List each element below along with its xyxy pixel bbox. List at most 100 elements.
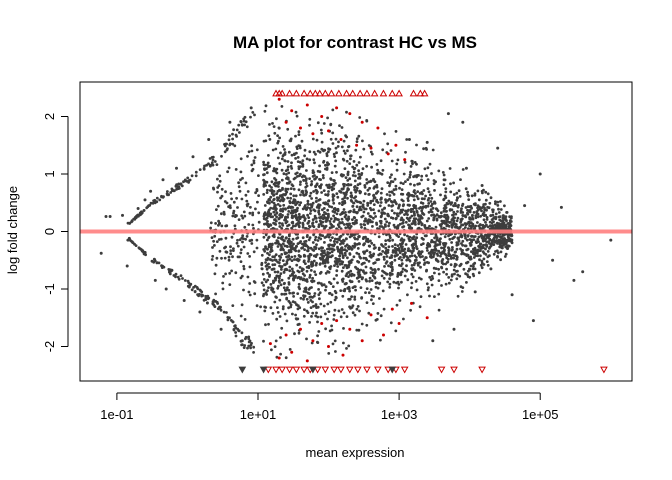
data-point — [447, 281, 451, 285]
data-point — [279, 194, 282, 198]
data-point — [296, 276, 299, 280]
data-point — [215, 240, 219, 244]
data-point — [168, 272, 172, 276]
data-point — [292, 209, 296, 212]
data-point — [407, 237, 411, 240]
data-point — [153, 278, 157, 282]
data-point — [181, 277, 184, 280]
data-point — [397, 322, 401, 325]
data-point — [315, 253, 319, 256]
data-point — [246, 190, 250, 193]
data-point — [264, 291, 268, 295]
data-point — [485, 260, 489, 263]
data-point — [335, 89, 343, 97]
data-point — [446, 217, 450, 221]
data-point — [357, 161, 361, 164]
data-point — [322, 207, 326, 210]
data-point — [432, 217, 436, 221]
data-point — [262, 288, 266, 292]
data-point — [441, 171, 445, 174]
data-point — [397, 257, 401, 260]
data-point — [345, 159, 349, 163]
data-point — [279, 209, 282, 213]
data-point — [211, 246, 214, 249]
data-point — [428, 193, 432, 197]
data-point — [297, 212, 301, 216]
data-point — [282, 203, 286, 207]
data-point — [155, 200, 159, 204]
data-point — [249, 115, 252, 119]
data-point — [331, 195, 335, 199]
data-point — [328, 226, 332, 230]
data-point — [342, 139, 346, 143]
data-point — [400, 188, 404, 192]
data-point — [308, 123, 311, 127]
data-point — [388, 184, 391, 188]
data-point — [316, 169, 320, 173]
data-point — [461, 214, 465, 218]
data-point — [243, 123, 247, 127]
data-point — [288, 234, 291, 238]
data-point — [318, 256, 322, 260]
data-point — [370, 294, 374, 298]
data-point — [459, 221, 462, 224]
data-point — [232, 247, 235, 251]
data-point — [297, 167, 301, 171]
data-point — [295, 114, 299, 118]
data-point — [386, 199, 390, 202]
data-point — [280, 278, 284, 282]
data-point — [397, 283, 401, 286]
data-point — [294, 274, 297, 278]
data-point — [249, 106, 253, 110]
data-point — [307, 238, 311, 242]
data-point — [357, 280, 361, 283]
data-point — [373, 196, 377, 200]
data-point — [344, 213, 348, 217]
data-point — [325, 183, 329, 187]
data-point — [372, 243, 376, 247]
data-point — [402, 218, 405, 222]
data-point — [259, 366, 268, 374]
data-point — [223, 143, 226, 146]
data-point — [348, 327, 352, 331]
data-point — [323, 148, 327, 152]
data-point — [474, 224, 478, 228]
data-point — [398, 222, 402, 226]
data-point — [499, 250, 503, 254]
data-point — [293, 152, 296, 156]
data-point — [283, 263, 287, 267]
data-point — [388, 271, 392, 275]
data-point — [286, 215, 289, 219]
data-point — [402, 172, 406, 176]
data-point — [138, 247, 142, 250]
data-point — [214, 222, 218, 225]
data-point — [452, 268, 456, 272]
data-point — [272, 267, 276, 271]
data-point — [504, 215, 508, 219]
data-point — [279, 151, 282, 155]
data-point — [403, 160, 407, 164]
data-point — [501, 239, 505, 243]
data-point — [368, 219, 372, 223]
data-point — [275, 181, 279, 185]
data-point — [290, 255, 294, 259]
data-point — [280, 268, 283, 271]
data-point — [506, 247, 510, 251]
data-point — [426, 198, 430, 202]
data-point — [364, 207, 368, 211]
data-point — [266, 200, 269, 204]
data-point — [146, 205, 150, 209]
data-point — [309, 269, 313, 272]
data-point — [370, 89, 379, 97]
data-point — [346, 170, 350, 174]
data-point — [345, 266, 349, 270]
data-point — [288, 201, 292, 205]
data-point — [290, 244, 294, 248]
data-point — [483, 238, 487, 241]
data-point — [318, 291, 322, 295]
data-point — [252, 345, 256, 349]
data-point — [510, 293, 514, 297]
data-point — [155, 196, 159, 200]
data-point — [360, 120, 364, 124]
data-point — [354, 288, 357, 292]
